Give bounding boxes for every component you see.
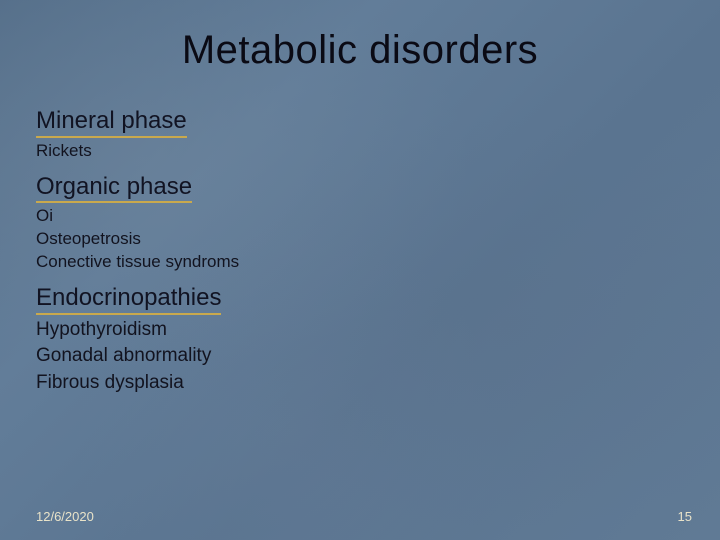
slide-title: Metabolic disorders: [36, 28, 684, 73]
footer-page-number: 15: [678, 509, 692, 524]
footer: 12/6/2020 15: [36, 509, 692, 524]
heading-endocrine: Endocrinopathies: [36, 284, 221, 315]
footer-date: 12/6/2020: [36, 509, 94, 524]
heading-organic: Organic phase: [36, 173, 192, 204]
slide: Metabolic disorders Mineral phase Ricket…: [0, 0, 720, 540]
section-organic: Organic phase Oi Osteopetrosis Conective…: [36, 173, 684, 274]
item-fibrous: Fibrous dysplasia: [36, 370, 684, 397]
section-mineral: Mineral phase Rickets: [36, 107, 684, 163]
item-rickets: Rickets: [36, 140, 684, 163]
section-endocrine: Endocrinopathies Hypothyroidism Gonadal …: [36, 284, 684, 396]
heading-mineral: Mineral phase: [36, 107, 187, 138]
item-oi: Oi: [36, 205, 684, 228]
item-gonadal: Gonadal abnormality: [36, 343, 684, 370]
item-connective: Conective tissue syndroms: [36, 251, 684, 274]
item-osteopetrosis: Osteopetrosis: [36, 228, 684, 251]
item-hypothyroidism: Hypothyroidism: [36, 317, 684, 344]
